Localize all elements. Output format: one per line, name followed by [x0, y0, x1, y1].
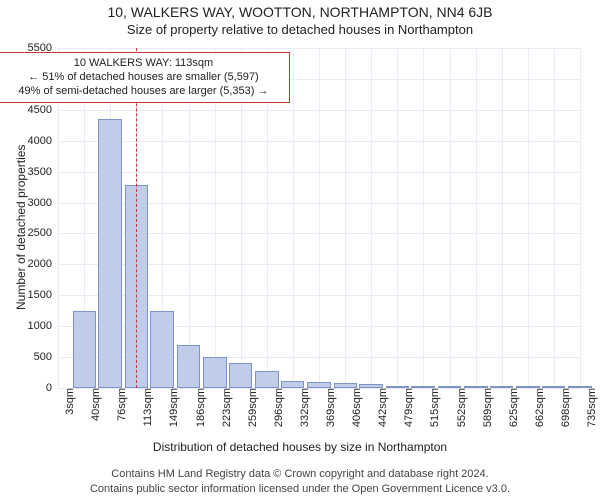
chart-title: 10, WALKERS WAY, WOOTTON, NORTHAMPTON, N…	[0, 4, 600, 20]
x-tick: 186sqm	[189, 388, 207, 427]
x-tick: 515sqm	[423, 388, 441, 427]
bar	[516, 386, 539, 388]
x-tick: 223sqm	[215, 388, 233, 427]
bar	[150, 311, 173, 388]
y-tick: 3500	[28, 166, 58, 178]
y-axis-label: Number of detached properties	[14, 145, 28, 310]
bar	[542, 386, 565, 388]
bar	[203, 357, 226, 388]
bar	[73, 311, 96, 388]
annotation-box: 10 WALKERS WAY: 113sqm ← 51% of detached…	[0, 52, 290, 103]
y-tick: 2500	[28, 227, 58, 239]
x-tick: 3sqm	[58, 388, 76, 415]
bar	[490, 386, 513, 388]
x-tick: 735sqm	[580, 388, 598, 427]
x-axis-label: Distribution of detached houses by size …	[0, 440, 600, 454]
bar	[255, 371, 278, 388]
bar	[386, 386, 409, 388]
x-tick: 76sqm	[110, 388, 128, 421]
y-tick: 2000	[28, 258, 58, 270]
bar	[229, 363, 252, 388]
y-tick: 1000	[28, 320, 58, 332]
bar	[177, 345, 200, 388]
x-tick: 40sqm	[84, 388, 102, 421]
annotation-line-2: ← 51% of detached houses are smaller (5,…	[3, 71, 283, 85]
bar	[334, 383, 357, 388]
x-tick: 662sqm	[528, 388, 546, 427]
y-tick: 4000	[28, 135, 58, 147]
x-tick: 442sqm	[371, 388, 389, 427]
chart-subtitle: Size of property relative to detached ho…	[0, 22, 600, 37]
bar	[464, 386, 487, 388]
annotation-line-1: 10 WALKERS WAY: 113sqm	[3, 57, 283, 71]
x-tick: 149sqm	[162, 388, 180, 427]
attribution: Contains HM Land Registry data © Crown c…	[0, 467, 600, 496]
x-tick: 332sqm	[293, 388, 311, 427]
x-tick: 589sqm	[476, 388, 494, 427]
x-tick: 406sqm	[345, 388, 363, 427]
y-tick: 1500	[28, 289, 58, 301]
x-tick: 296sqm	[267, 388, 285, 427]
x-tick: 259sqm	[241, 388, 259, 427]
x-tick: 369sqm	[319, 388, 337, 427]
bar	[307, 382, 330, 388]
y-tick: 3000	[28, 197, 58, 209]
attribution-line-1: Contains HM Land Registry data © Crown c…	[0, 467, 600, 481]
y-tick: 0	[46, 382, 58, 394]
bar	[411, 386, 434, 388]
y-tick: 500	[34, 351, 58, 363]
x-tick: 698sqm	[554, 388, 572, 427]
y-tick: 4500	[28, 104, 58, 116]
annotation-line-3: 49% of semi-detached houses are larger (…	[3, 85, 283, 99]
attribution-line-2: Contains public sector information licen…	[0, 482, 600, 496]
x-tick: 479sqm	[397, 388, 415, 427]
bar	[438, 386, 461, 388]
x-tick: 552sqm	[450, 388, 468, 427]
x-tick: 625sqm	[502, 388, 520, 427]
bar	[98, 119, 121, 388]
bar	[568, 386, 591, 388]
x-tick: 113sqm	[136, 388, 154, 426]
bar	[359, 384, 382, 388]
bar	[281, 381, 304, 388]
